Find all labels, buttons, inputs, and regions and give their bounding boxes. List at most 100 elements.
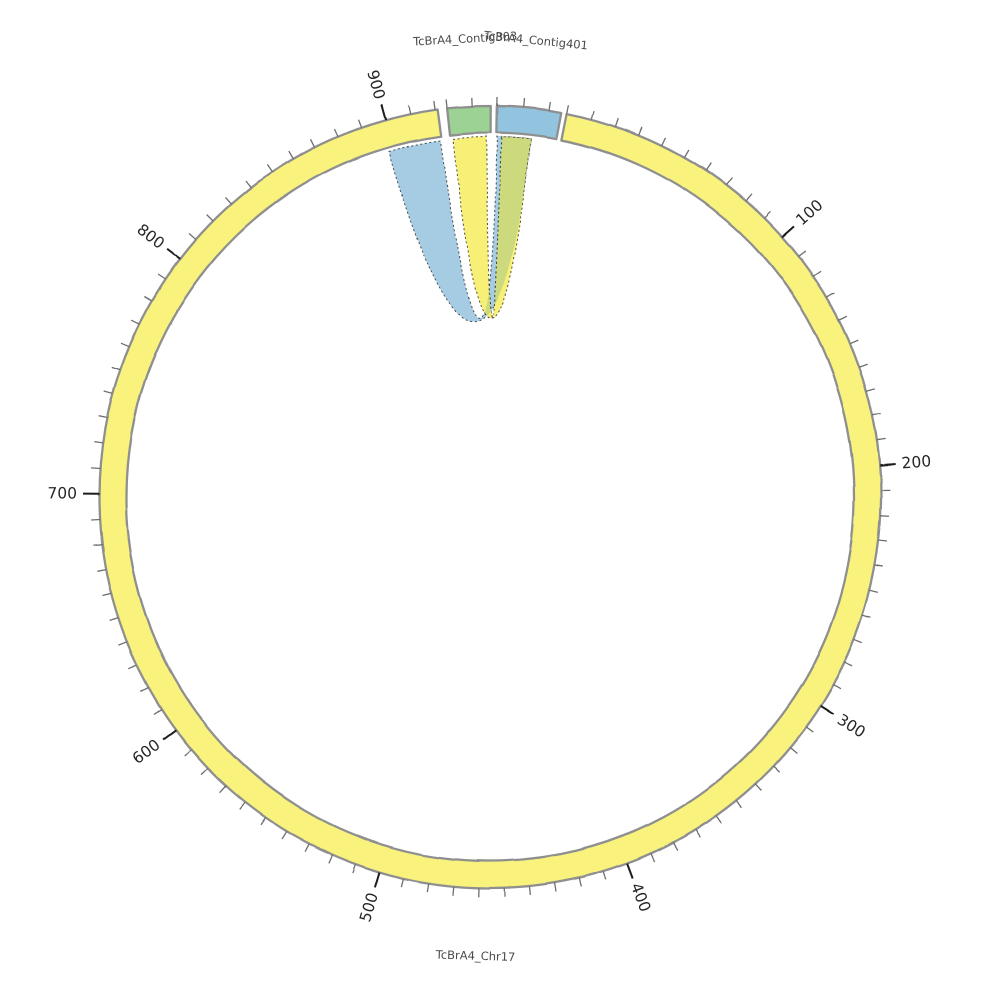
plot-texts: 100 200 300 400 500 600 700 800 900 TcBrA4_Chr17 T… [47, 28, 932, 964]
tick-label-100: 100 [792, 196, 826, 229]
minor-tick [103, 390, 114, 395]
minor-tick [201, 767, 209, 776]
minor-tick [764, 211, 772, 220]
link-chr17-contig401 [388, 136, 532, 322]
minor-tick [683, 149, 690, 159]
minor-tick [522, 98, 525, 108]
sector-label-TcBrA4_Contig303: TcBrA4_Contig303 [412, 29, 518, 49]
minor-tick [184, 749, 193, 756]
major-tick [626, 862, 635, 879]
minor-tick [725, 178, 733, 187]
minor-tick [109, 617, 119, 622]
minor-tick [849, 339, 859, 344]
minor-tick [351, 863, 357, 873]
minor-tick [327, 854, 333, 864]
minor-tick [282, 830, 288, 840]
major-tick [879, 463, 896, 467]
plot-shapes [83, 97, 896, 897]
minor-tick [265, 164, 272, 174]
minor-tick [590, 110, 595, 120]
tick-label-700: 700 [47, 484, 77, 502]
minor-tick [869, 590, 879, 594]
minor-tick [93, 441, 103, 445]
sector-band-TcBrA4_Contig401 [495, 104, 563, 141]
minor-tick [287, 151, 294, 160]
tick-label-600: 600 [129, 736, 163, 768]
minor-tick [874, 565, 884, 569]
minor-tick [705, 163, 712, 172]
minor-tick [797, 250, 806, 257]
minor-tick [528, 885, 531, 896]
minor-tick [333, 128, 339, 138]
minor-tick [878, 540, 888, 543]
minor-tick [445, 99, 448, 109]
minor-tick [310, 138, 316, 148]
minor-tick [357, 118, 363, 128]
minor-tick [866, 387, 876, 392]
minor-tick [826, 293, 835, 299]
minor-tick [565, 104, 570, 114]
minor-tick [239, 801, 247, 810]
minor-tick [153, 708, 162, 715]
minor-tick [143, 295, 153, 302]
minor-tick [120, 342, 130, 347]
minor-tick [91, 467, 101, 470]
minor-tick [92, 543, 102, 546]
minor-tick [433, 100, 436, 110]
minor-tick [244, 180, 252, 188]
minor-tick [694, 829, 701, 838]
minor-tick [401, 878, 405, 888]
minor-tick [832, 684, 842, 690]
minor-tick [838, 315, 848, 321]
sector-band-TcBrA4_Chr17 [97, 108, 883, 890]
tick-label-900: 900 [363, 68, 388, 101]
minor-tick [131, 318, 141, 324]
sector-label-TcBrA4_Chr17: TcBrA4_Chr17 [435, 947, 516, 964]
minor-tick [673, 841, 679, 851]
minor-tick [650, 853, 656, 862]
minor-tick [407, 105, 411, 115]
minor-tick [755, 783, 763, 791]
tick-label-300: 300 [834, 711, 869, 742]
minor-tick [128, 664, 138, 670]
minor-tick [578, 877, 582, 887]
minor-tick [188, 233, 197, 240]
minor-tick [96, 568, 106, 572]
minor-tick [157, 273, 166, 281]
minor-tick [716, 815, 723, 824]
tick-label-400: 400 [627, 880, 654, 914]
major-tick [162, 729, 177, 741]
minor-tick [260, 817, 267, 826]
tick-label-800: 800 [133, 220, 167, 252]
minor-tick [790, 746, 798, 754]
minor-tick [304, 843, 310, 853]
minor-tick [225, 196, 232, 205]
minor-tick [872, 412, 882, 416]
minor-tick [111, 366, 121, 371]
minor-tick [220, 785, 228, 794]
major-tick [781, 225, 795, 238]
minor-tick [858, 363, 868, 368]
minor-tick [118, 641, 128, 646]
major-tick [166, 248, 181, 260]
major-tick [380, 104, 387, 121]
minor-tick [90, 518, 100, 521]
minor-tick [603, 870, 607, 880]
minor-tick [102, 593, 112, 597]
minor-tick [876, 438, 886, 441]
minor-tick [452, 886, 455, 896]
minor-tick [661, 137, 667, 147]
minor-tick [844, 661, 853, 667]
minor-tick [805, 726, 814, 734]
minor-tick [854, 638, 863, 643]
minor-tick [140, 686, 149, 693]
minor-tick [426, 883, 430, 893]
sector-label-TcBrA4_Contig401: TcBrA4_Contig401 [482, 28, 588, 52]
minor-tick [614, 117, 619, 127]
tick-label-200: 200 [901, 452, 932, 472]
minor-tick [553, 882, 557, 892]
minor-tick [206, 214, 214, 222]
minor-tick [638, 126, 644, 136]
